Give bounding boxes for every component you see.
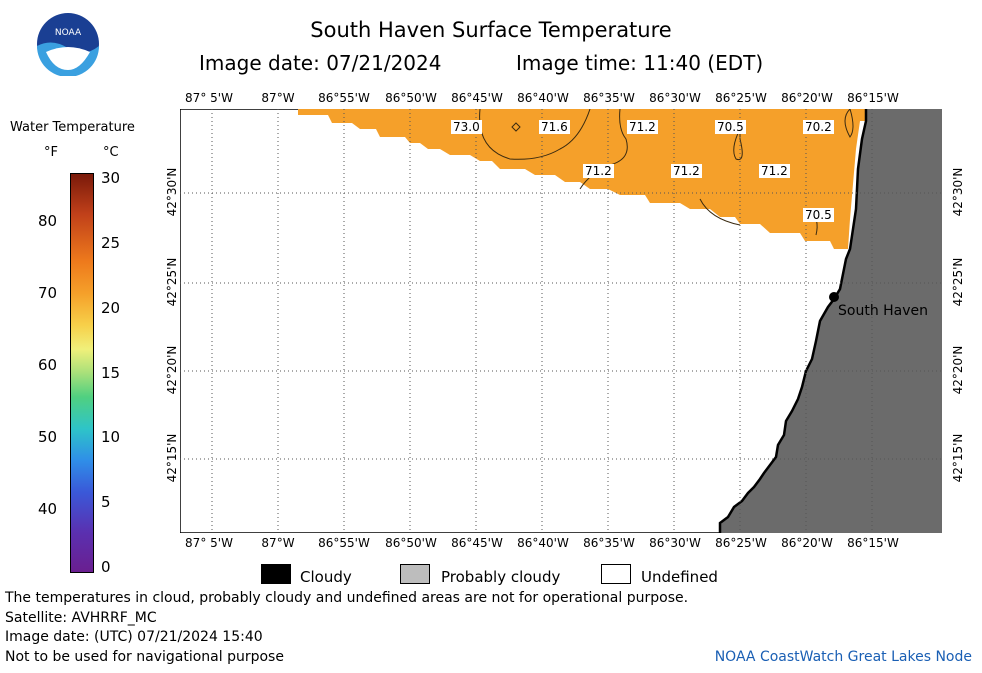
south-haven-marker — [829, 292, 839, 302]
latitude-label: 42°25'N — [165, 257, 179, 307]
colorbar-unit-c: °C — [103, 145, 119, 160]
temperature-label: 71.2 — [671, 164, 702, 178]
image-date-label: Image date: 07/21/2024 — [199, 51, 442, 75]
longitude-label: 87° 5'W — [185, 536, 233, 550]
legend-undefined-label: Undefined — [641, 568, 718, 586]
legend-cloudy-swatch — [261, 564, 291, 584]
longitude-label: 86°55'W — [318, 91, 370, 105]
longitude-label: 86°45'W — [451, 91, 503, 105]
longitude-label: 86°40'W — [517, 91, 569, 105]
colorbar-celsius-tick: 10 — [101, 428, 121, 447]
colorbar-fahrenheit-tick: 70 — [38, 284, 58, 303]
longitude-label: 86°40'W — [517, 536, 569, 550]
temperature-label: 71.2 — [627, 120, 658, 134]
colorbar — [70, 173, 94, 573]
longitude-label: 86°25'W — [715, 91, 767, 105]
longitude-label: 86°30'W — [649, 536, 701, 550]
temperature-label: 73.0 — [451, 120, 482, 134]
temperature-label: 70.5 — [803, 208, 834, 222]
footer-navigation-warning: Not to be used for navigational purpose — [5, 649, 284, 665]
latitude-label: 42°30'N — [165, 167, 179, 217]
legend-probably-cloudy-label: Probably cloudy — [441, 568, 561, 586]
colorbar-title: Water Temperature — [10, 120, 135, 135]
longitude-label: 86°35'W — [583, 536, 635, 550]
noaa-logo: NOAA — [37, 13, 99, 76]
longitude-label: 87°W — [261, 91, 295, 105]
footer-disclaimer: The temperatures in cloud, probably clou… — [5, 590, 689, 606]
legend-probably-cloudy-swatch — [400, 564, 430, 584]
colorbar-celsius-tick: 25 — [101, 233, 121, 252]
longitude-label: 86°55'W — [318, 536, 370, 550]
footer-satellite: Satellite: AVHRRF_MC — [5, 610, 157, 626]
colorbar-unit-f: °F — [44, 145, 58, 160]
temperature-label: 71.2 — [759, 164, 790, 178]
footer-credit: NOAA CoastWatch Great Lakes Node — [714, 649, 972, 665]
latitude-label: 42°20'N — [951, 345, 965, 395]
water-temperature-area — [298, 109, 866, 249]
colorbar-celsius-tick: 30 — [101, 169, 121, 187]
legend-cloudy-label: Cloudy — [300, 568, 352, 586]
colorbar-celsius-tick: 5 — [101, 493, 111, 512]
logo-text: NOAA — [55, 28, 82, 38]
page-title: South Haven Surface Temperature — [310, 18, 672, 42]
latitude-label: 42°30'N — [951, 167, 965, 217]
longitude-label: 86°25'W — [715, 536, 767, 550]
longitude-label: 86°30'W — [649, 91, 701, 105]
longitude-label: 86°50'W — [385, 91, 437, 105]
colorbar-fahrenheit-tick: 40 — [38, 500, 58, 519]
coastline — [718, 109, 868, 533]
longitude-label: 86°15'W — [847, 91, 899, 105]
latitude-label: 42°15'N — [951, 433, 965, 483]
longitude-label: 86°35'W — [583, 91, 635, 105]
latitude-label: 42°20'N — [165, 345, 179, 395]
temperature-label: 71.2 — [583, 164, 614, 178]
longitude-label: 87° 5'W — [185, 91, 233, 105]
colorbar-celsius-tick: 20 — [101, 298, 121, 317]
colorbar-fahrenheit-tick: 80 — [38, 212, 58, 231]
latitude-label: 42°25'N — [951, 257, 965, 307]
colorbar-celsius-tick: 0 — [101, 558, 111, 576]
longitude-label: 86°15'W — [847, 536, 899, 550]
temperature-label: 71.6 — [539, 120, 570, 134]
temperature-label: 70.2 — [803, 120, 834, 134]
longitude-label: 86°45'W — [451, 536, 503, 550]
latitude-label: 42°15'N — [165, 433, 179, 483]
place-name-label: South Haven — [838, 303, 929, 319]
longitude-label: 87°W — [261, 536, 295, 550]
footer-utc-date: Image date: (UTC) 07/21/2024 15:40 — [5, 629, 263, 645]
longitude-label: 86°50'W — [385, 536, 437, 550]
temperature-label: 70.5 — [715, 120, 746, 134]
map — [180, 109, 942, 533]
colorbar-celsius-tick: 15 — [101, 363, 121, 382]
longitude-label: 86°20'W — [781, 536, 833, 550]
land-area — [720, 109, 942, 533]
image-time-label: Image time: 11:40 (EDT) — [516, 51, 764, 75]
colorbar-fahrenheit-tick: 50 — [38, 428, 58, 447]
longitude-label: 86°20'W — [781, 91, 833, 105]
colorbar-fahrenheit-tick: 60 — [38, 356, 58, 375]
legend-undefined-swatch — [601, 564, 631, 584]
